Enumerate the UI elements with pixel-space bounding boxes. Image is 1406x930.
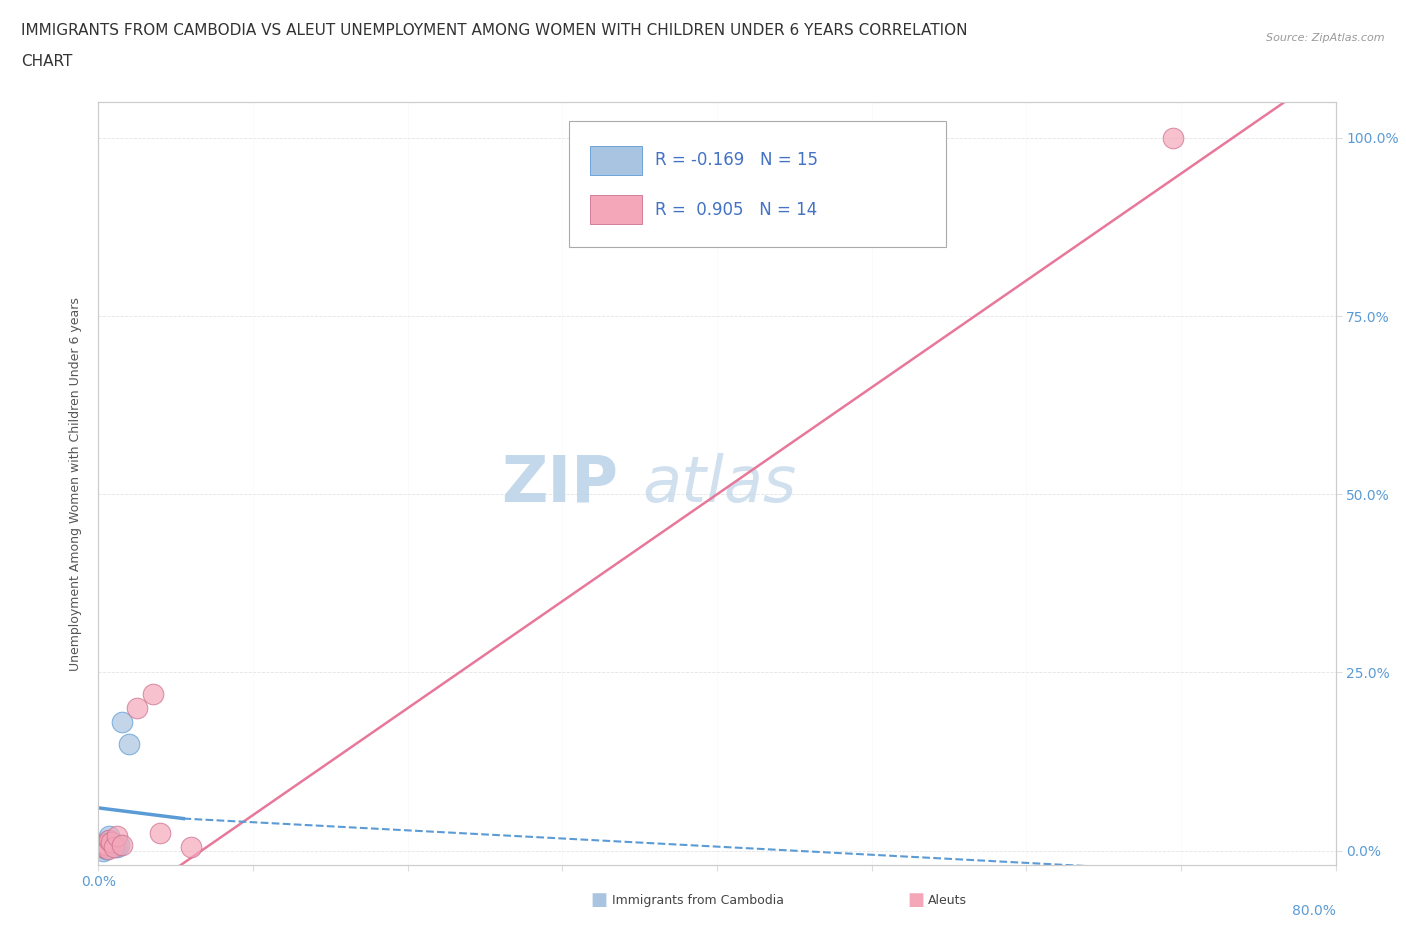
Text: R =  0.905   N = 14: R = 0.905 N = 14 (655, 201, 817, 219)
Point (142, 686, 165, 701)
Text: 80.0%: 80.0% (1292, 904, 1336, 918)
Point (111, 838, 134, 853)
Text: Source: ZipAtlas.com: Source: ZipAtlas.com (1267, 33, 1385, 43)
Point (111, 715, 134, 730)
Text: ■: ■ (907, 891, 924, 910)
Point (1161, 130, 1184, 145)
Point (100, 834, 122, 849)
Point (118, 737, 141, 751)
Point (100, 834, 122, 849)
Point (96, 841, 118, 856)
Point (103, 839, 125, 854)
Point (101, 838, 124, 853)
Point (98, 832, 121, 847)
Point (149, 826, 172, 841)
Point (104, 836, 127, 851)
Y-axis label: Unemployment Among Women with Children Under 6 years: Unemployment Among Women with Children U… (69, 297, 83, 671)
Text: CHART: CHART (21, 54, 73, 69)
Text: R = -0.169   N = 15: R = -0.169 N = 15 (655, 152, 818, 169)
Point (98, 829, 121, 844)
Point (107, 838, 129, 853)
Point (91, 840, 114, 855)
Point (97, 841, 120, 856)
Text: IMMIGRANTS FROM CAMBODIA VS ALEUT UNEMPLOYMENT AMONG WOMEN WITH CHILDREN UNDER 6: IMMIGRANTS FROM CAMBODIA VS ALEUT UNEMPL… (21, 23, 967, 38)
Point (96, 838, 118, 853)
Bar (589, 146, 641, 175)
Bar (589, 195, 641, 224)
Text: ZIP: ZIP (501, 453, 619, 514)
Point (180, 840, 202, 855)
Point (103, 840, 125, 855)
Text: atlas: atlas (643, 453, 797, 514)
Point (127, 700, 149, 715)
Text: Aleuts: Aleuts (928, 894, 967, 907)
Point (97, 832, 120, 847)
Point (93, 836, 115, 851)
Text: Immigrants from Cambodia: Immigrants from Cambodia (612, 894, 783, 907)
Point (91, 840, 114, 855)
Text: ■: ■ (591, 891, 607, 910)
Point (91, 844, 114, 858)
Point (105, 840, 128, 855)
Point (93, 836, 115, 851)
Point (96, 838, 118, 853)
FancyBboxPatch shape (568, 122, 946, 247)
Point (105, 829, 128, 844)
